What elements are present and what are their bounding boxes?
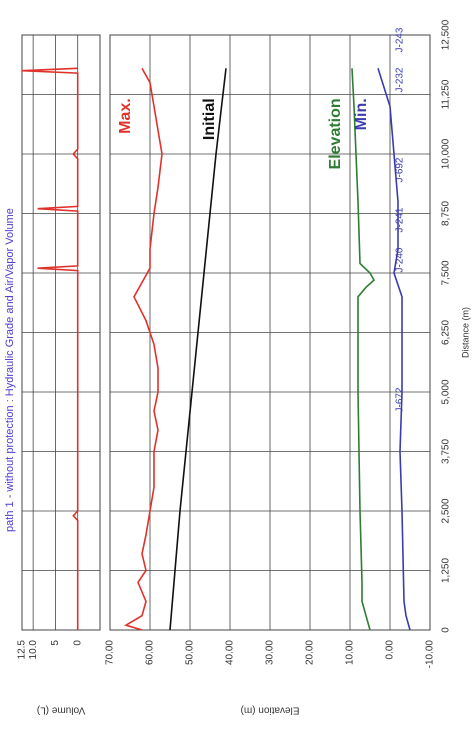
y-tick-label: 0 [72, 640, 83, 646]
x-tick-label: 7,500 [441, 260, 452, 285]
junction-label: J-240 [395, 247, 406, 272]
series-label: Max. [117, 98, 134, 134]
x-tick-label: 5,000 [441, 379, 452, 404]
x-tick-label: 11,250 [441, 79, 452, 109]
data-line [21, 67, 79, 630]
data-line [124, 67, 163, 631]
data-line [377, 68, 411, 631]
y-tick-label: 10.00 [345, 640, 356, 665]
y-tick-label: 10.0 [28, 640, 39, 660]
x-axis-label: Distance (m) [460, 307, 470, 358]
x-tick-label: 2,500 [441, 498, 452, 523]
y-tick-label: 5 [50, 640, 61, 646]
x-tick-label: 10,000 [441, 138, 452, 169]
chart-title: path 1 - without protection : Hydraulic … [4, 208, 16, 532]
rotated-chart: path 1 - without protection : Hydraulic … [4, 19, 470, 715]
junction-label: J-241 [395, 207, 406, 232]
y-tick-label: 12.5 [17, 640, 28, 660]
x-tick-label: 12,500 [441, 19, 452, 50]
y-axis-label: Elevation (m) [241, 704, 300, 715]
x-tick-label: 6,250 [441, 320, 452, 345]
junction-label: J-672 [395, 387, 406, 412]
junction-label: J-692 [395, 157, 406, 182]
y-axis-label: Volume (L) [37, 704, 85, 715]
x-tick-label: 3,750 [441, 439, 452, 464]
y-tick-label: 40.00 [225, 640, 236, 665]
x-tick-label: 0 [441, 627, 452, 633]
series-label: Elevation [327, 98, 344, 169]
y-tick-label: 0.00 [385, 640, 396, 660]
junction-label: J-243 [395, 27, 406, 52]
series-label: Min. [353, 98, 370, 130]
data-line [169, 68, 227, 631]
y-tick-label: 20.00 [305, 640, 316, 665]
y-tick-label: 30.00 [265, 640, 276, 665]
y-tick-label: 60.00 [145, 640, 156, 665]
series-label: Initial [201, 98, 218, 140]
junction-label: J-232 [395, 67, 406, 92]
y-tick-label: 70.00 [105, 640, 116, 665]
x-tick-label: 1,250 [441, 558, 452, 583]
y-tick-label: -10.00 [425, 640, 436, 669]
data-line [351, 68, 376, 631]
y-tick-label: 50.00 [185, 640, 196, 665]
x-tick-label: 8,750 [441, 201, 452, 226]
